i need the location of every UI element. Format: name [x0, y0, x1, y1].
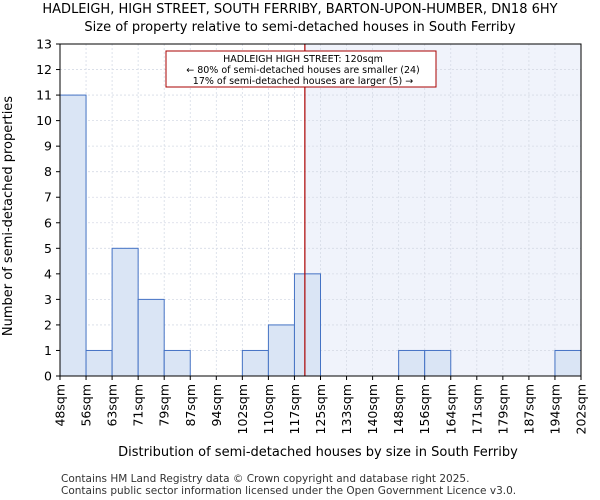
bar-71sqm — [137, 298, 165, 377]
x-tick-label: 164sqm — [443, 384, 458, 434]
x-tick-label: 117sqm — [287, 384, 302, 434]
footer-licence: Contains public sector information licen… — [61, 485, 517, 497]
bar-148sqm — [398, 349, 426, 377]
y-tick-label: 2 — [44, 317, 52, 332]
bar-63sqm — [111, 247, 139, 377]
bar-79sqm — [163, 349, 191, 377]
y-tick-label: 6 — [44, 215, 52, 230]
bar-110sqm — [267, 324, 295, 377]
x-tick-label: 140sqm — [365, 384, 380, 434]
x-tick-label: 179sqm — [495, 384, 510, 434]
annotation-box — [165, 50, 437, 88]
x-tick-label: 56sqm — [79, 384, 94, 427]
x-tick-label: 125sqm — [313, 384, 328, 434]
bar-102sqm — [241, 349, 269, 377]
x-tick-label: 110sqm — [261, 384, 276, 434]
y-tick-label: 9 — [44, 139, 52, 154]
annotation-line-1: HADLEIGH HIGH STREET: 120sqm — [223, 54, 383, 65]
x-tick-label: 71sqm — [131, 384, 146, 427]
x-tick-label: 79sqm — [157, 384, 172, 427]
bar-56sqm — [85, 349, 113, 377]
chart-subtitle: Size of property relative to semi-detach… — [84, 20, 516, 35]
x-tick-label: 94sqm — [209, 384, 224, 427]
x-tick-label: 171sqm — [469, 384, 484, 434]
y-tick-label: 5 — [44, 241, 52, 256]
y-tick-label: 12 — [36, 62, 52, 77]
bar-156sqm — [424, 349, 452, 377]
x-tick-label: 156sqm — [417, 384, 432, 434]
x-tick-label: 63sqm — [105, 384, 120, 427]
x-tick-label: 87sqm — [183, 384, 198, 427]
x-tick-label: 102sqm — [235, 384, 250, 434]
highlight-region — [304, 44, 581, 376]
x-tick-label: 187sqm — [521, 384, 536, 434]
y-tick-label: 4 — [44, 266, 52, 281]
x-tick-label: 194sqm — [547, 384, 562, 434]
annotation-line-3: 17% of semi-detached houses are larger (… — [193, 76, 413, 87]
y-tick-label: 11 — [36, 88, 52, 103]
y-tick-label: 0 — [44, 369, 52, 384]
y-tick-label: 13 — [36, 37, 52, 52]
x-tick-label: 148sqm — [391, 384, 406, 434]
bar-48sqm — [59, 94, 87, 377]
y-tick-label: 3 — [44, 292, 52, 307]
annotation-line-2: ← 80% of semi-detached houses are smalle… — [186, 65, 420, 76]
x-tick-label: 133sqm — [339, 384, 354, 434]
y-tick-label: 7 — [44, 190, 52, 205]
bar-117sqm — [293, 273, 322, 377]
footer-copyright: Contains HM Land Registry data © Crown c… — [61, 473, 470, 485]
x-tick-label: 202sqm — [574, 384, 589, 434]
y-tick-label: 10 — [36, 113, 52, 128]
bar-194sqm — [554, 349, 582, 377]
y-tick-label: 8 — [44, 164, 52, 179]
x-axis-label: Distribution of semi-detached houses by … — [118, 445, 518, 460]
x-tick-label: 48sqm — [53, 384, 68, 427]
chart-title: HADLEIGH, HIGH STREET, SOUTH FERRIBY, BA… — [42, 2, 558, 17]
y-tick-label: 1 — [44, 343, 52, 358]
y-axis-label: Number of semi-detached properties — [1, 96, 16, 336]
